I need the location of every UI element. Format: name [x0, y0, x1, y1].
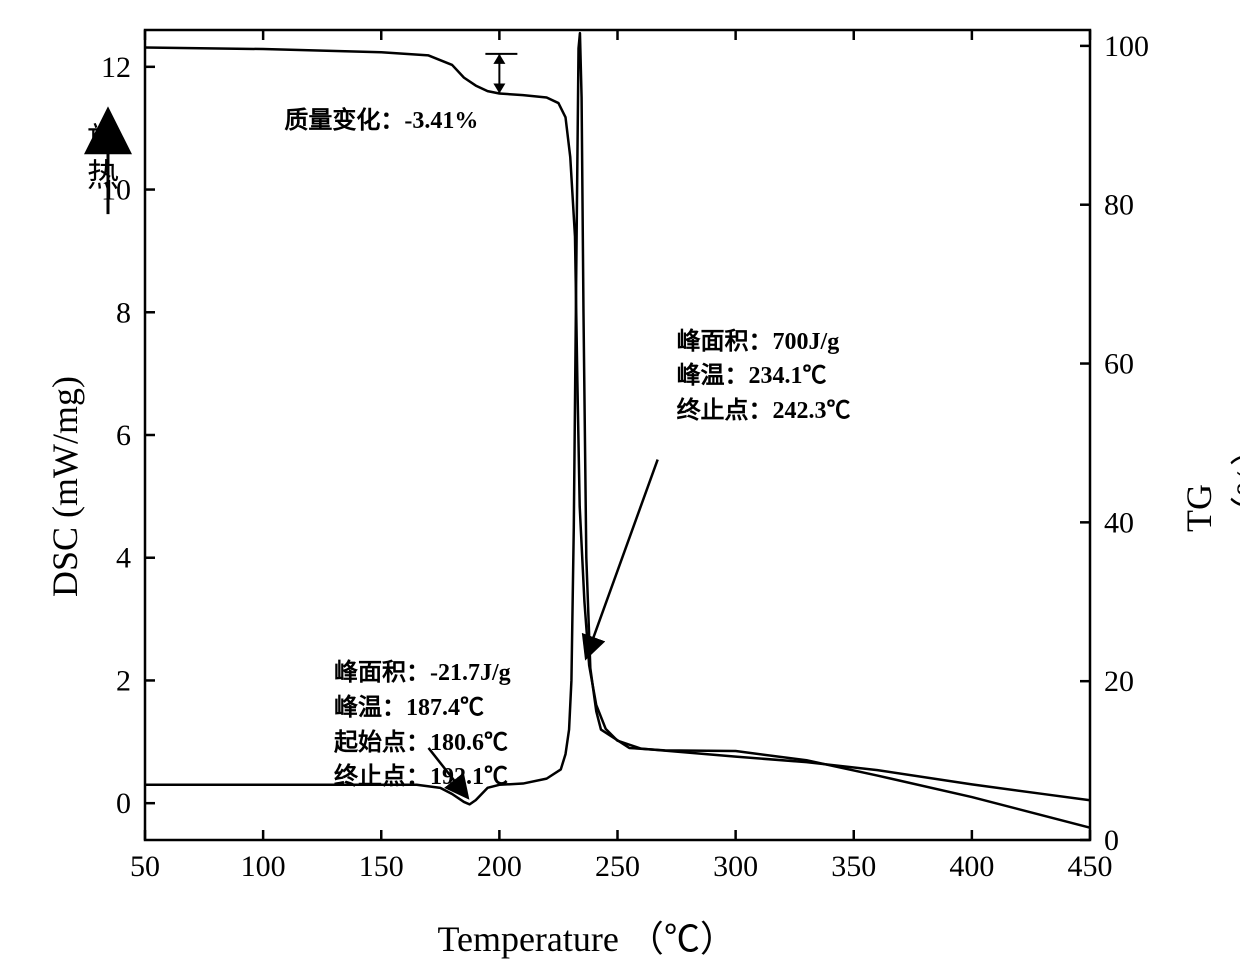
svg-text:50: 50: [130, 850, 160, 883]
exothermic-peak-annotation: 峰面积：700J/g 峰温：234.1℃ 终止点：242.3℃: [677, 325, 851, 429]
svg-text:100: 100: [1104, 30, 1149, 63]
svg-text:40: 40: [1104, 506, 1134, 539]
svg-text:6: 6: [116, 419, 131, 452]
svg-text:0: 0: [116, 787, 131, 820]
svg-text:300: 300: [713, 850, 758, 883]
dsc-tg-chart: 5010015020025030035040045002468101202040…: [0, 0, 1240, 971]
svg-text:150: 150: [359, 850, 404, 883]
endothermic-peak-annotation: 峰面积：-21.7J/g 峰温：187.4℃ 起始点：180.6℃ 终止点：19…: [334, 656, 511, 795]
svg-text:0: 0: [1104, 824, 1119, 857]
svg-text:20: 20: [1104, 665, 1134, 698]
y-axis-left-label: DSC (mW/mg): [44, 376, 86, 597]
y-axis-right-label: TG （%）: [1178, 430, 1240, 532]
svg-text:350: 350: [831, 850, 876, 883]
svg-text:100: 100: [241, 850, 286, 883]
svg-text:200: 200: [477, 850, 522, 883]
svg-text:60: 60: [1104, 348, 1134, 381]
x-axis-label: Temperature （℃）: [438, 910, 736, 962]
heat-direction-label: 放热: [78, 122, 124, 194]
svg-text:400: 400: [949, 850, 994, 883]
mass-change-annotation: 质量变化：-3.41%: [284, 100, 478, 135]
chart-canvas: 5010015020025030035040045002468101202040…: [0, 0, 1240, 971]
svg-text:250: 250: [595, 850, 640, 883]
svg-text:4: 4: [116, 542, 131, 575]
svg-text:8: 8: [116, 296, 131, 329]
svg-text:80: 80: [1104, 189, 1134, 222]
svg-text:2: 2: [116, 664, 131, 697]
svg-text:12: 12: [101, 51, 131, 84]
